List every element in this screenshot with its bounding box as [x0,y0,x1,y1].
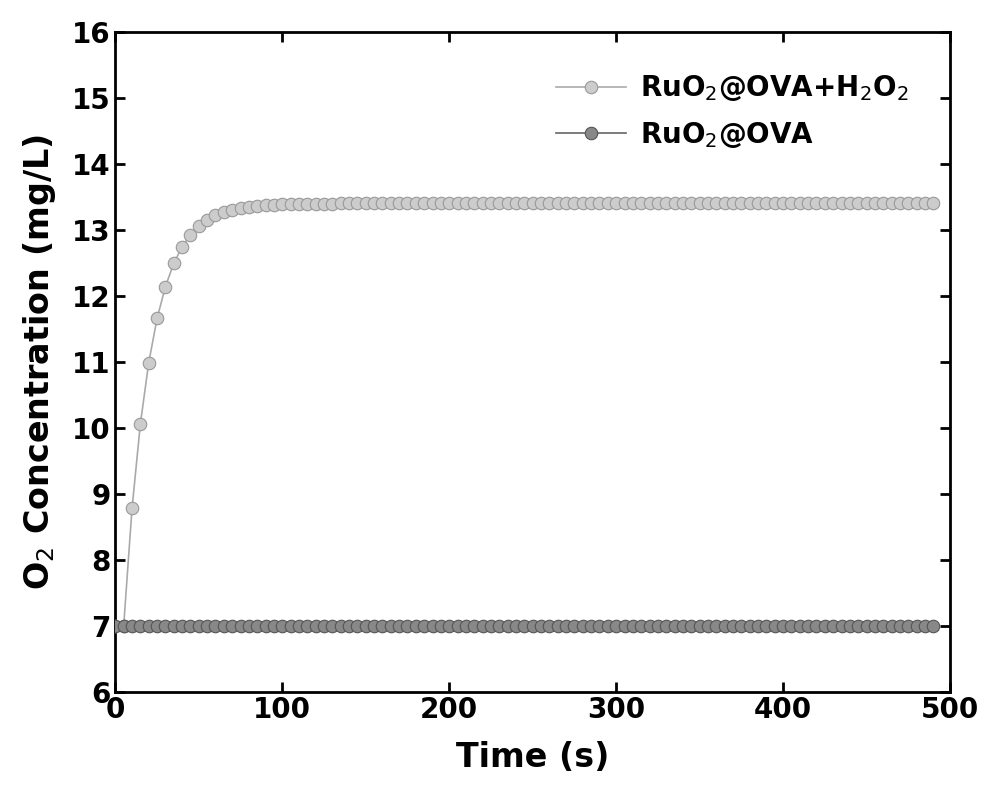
RuO$_2$@OVA [301,621,313,630]
RuO$_2$@OVA [360,621,372,630]
Line: RuO$_2$@OVA: RuO$_2$@OVA [109,619,940,632]
RuO$_2$@OVA+H$_2$O$_2$ [326,199,338,208]
RuO$_2$@OVA+H$_2$O$_2$ [360,199,372,208]
RuO$_2$@OVA [109,621,121,630]
RuO$_2$@OVA [927,621,939,630]
RuO$_2$@OVA+H$_2$O$_2$ [927,199,939,208]
Y-axis label: O$_2$ Concentration (mg/L): O$_2$ Concentration (mg/L) [21,134,58,590]
Legend: RuO$_2$@OVA+H$_2$O$_2$, RuO$_2$@OVA: RuO$_2$@OVA+H$_2$O$_2$, RuO$_2$@OVA [529,46,936,178]
RuO$_2$@OVA+H$_2$O$_2$ [543,199,555,208]
RuO$_2$@OVA+H$_2$O$_2$ [752,199,764,208]
RuO$_2$@OVA [326,621,338,630]
RuO$_2$@OVA+H$_2$O$_2$ [301,199,313,208]
RuO$_2$@OVA [752,621,764,630]
RuO$_2$@OVA+H$_2$O$_2$ [109,621,121,630]
X-axis label: Time (s): Time (s) [456,741,609,774]
RuO$_2$@OVA [518,621,530,630]
RuO$_2$@OVA [543,621,555,630]
Line: RuO$_2$@OVA+H$_2$O$_2$: RuO$_2$@OVA+H$_2$O$_2$ [109,197,940,632]
RuO$_2$@OVA+H$_2$O$_2$ [518,199,530,208]
